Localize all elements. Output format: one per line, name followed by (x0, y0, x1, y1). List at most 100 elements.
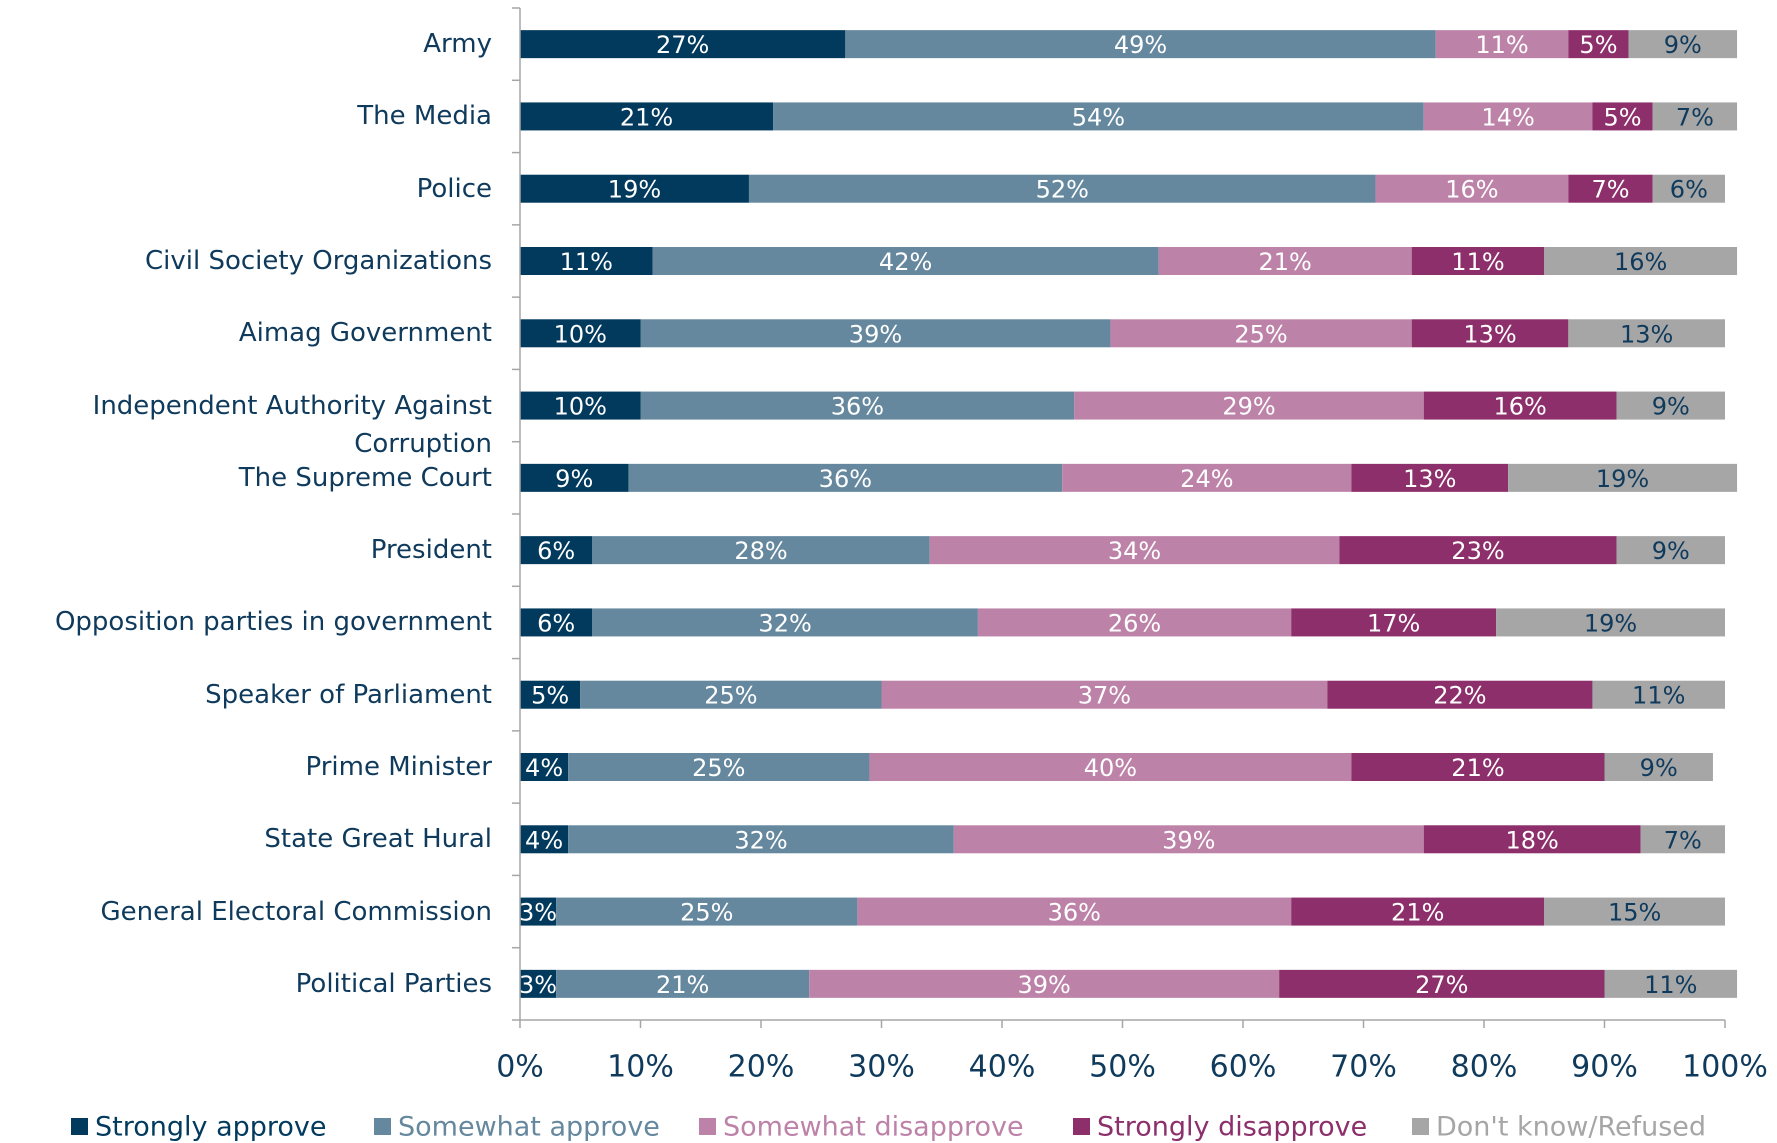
value-label: 36% (819, 465, 872, 493)
legend-label: Strongly disapprove (1097, 1112, 1367, 1143)
bar-segment (1568, 319, 1725, 348)
bar-segment (1279, 969, 1605, 998)
bar-segment (748, 174, 1376, 203)
bar-segment (520, 174, 749, 203)
value-label: 5% (531, 682, 569, 710)
bar-segment (857, 897, 1292, 926)
value-label: 19% (1584, 609, 1637, 637)
bar-segment (1158, 247, 1412, 275)
bar-segment (1616, 536, 1725, 565)
x-tick-label: 0% (496, 1050, 544, 1085)
value-label: 16% (1445, 176, 1498, 204)
value-label: 9% (1640, 754, 1678, 782)
bar-segment (520, 319, 641, 348)
value-label: 25% (1234, 320, 1287, 348)
bar-segment (592, 536, 930, 565)
value-label: 11% (1632, 682, 1685, 710)
value-label: 11% (1475, 31, 1528, 59)
value-label: 37% (1078, 682, 1131, 710)
bar-segment (628, 463, 1063, 492)
value-label: 7% (1676, 103, 1714, 131)
value-label: 36% (1048, 899, 1101, 927)
bar-segment (1291, 608, 1497, 637)
value-label: 6% (537, 537, 575, 565)
value-label: 52% (1036, 176, 1089, 204)
bar-segment (520, 969, 557, 998)
value-label: 42% (879, 248, 932, 276)
bar-segment (640, 319, 1111, 348)
bar-segment (1074, 391, 1424, 420)
bar-segment (1568, 174, 1653, 203)
bar-segment (1351, 753, 1605, 781)
value-label: 17% (1367, 609, 1420, 637)
x-tick-label: 100% (1682, 1050, 1768, 1085)
bar-segment (1604, 753, 1713, 781)
value-label: 18% (1506, 826, 1559, 854)
bar-segment (1544, 897, 1725, 926)
x-tick-label: 90% (1571, 1050, 1638, 1085)
value-label: 10% (554, 393, 607, 421)
category-label: The Supreme Court (238, 462, 492, 493)
value-label: 39% (849, 320, 902, 348)
bar-segment (1616, 391, 1725, 420)
value-label: 14% (1481, 103, 1534, 131)
value-label: 24% (1180, 465, 1233, 493)
bar-segment (929, 536, 1340, 565)
value-label: 25% (704, 682, 757, 710)
bar-segment (520, 825, 569, 854)
bar-segment (1327, 680, 1593, 709)
value-label: 26% (1108, 609, 1161, 637)
legend-label: Somewhat approve (398, 1112, 660, 1143)
value-label: 19% (608, 176, 661, 204)
value-label: 23% (1451, 537, 1504, 565)
bar-segment (1508, 463, 1738, 492)
value-label: 13% (1403, 465, 1456, 493)
bar-segment (977, 608, 1292, 637)
value-label: 39% (1162, 826, 1215, 854)
bar-segment (580, 680, 882, 709)
bar-segment (1628, 30, 1738, 59)
category-label: Prime Minister (305, 752, 492, 782)
x-tick-label: 80% (1451, 1050, 1518, 1085)
bar-segment (1435, 30, 1569, 59)
bar-segment (1375, 174, 1569, 203)
value-label: 28% (734, 537, 787, 565)
value-label: 21% (620, 103, 673, 131)
bar-segment (1496, 608, 1725, 637)
value-label: 21% (656, 971, 709, 999)
legend-label: Don't know/Refused (1436, 1112, 1706, 1143)
bar-segment (520, 102, 774, 131)
value-label: 4% (525, 826, 563, 854)
category-label: State Great Hural (264, 824, 492, 855)
value-label: 5% (1604, 103, 1642, 131)
value-label: 54% (1072, 103, 1125, 131)
bar-segment (1640, 825, 1725, 854)
bar-segment (520, 897, 557, 926)
bar-segment (568, 825, 954, 854)
value-label: 6% (537, 609, 575, 637)
bar-segment (1291, 897, 1545, 926)
value-label: 21% (1259, 248, 1312, 276)
category-label: Police (416, 173, 492, 204)
legend-label: Somewhat disapprove (723, 1112, 1024, 1143)
bar-segment (1411, 247, 1545, 275)
value-label: 25% (692, 754, 745, 782)
value-label: 3% (519, 899, 557, 927)
bar-segment (953, 825, 1424, 854)
value-label: 5% (1579, 31, 1617, 59)
bar-segment (1423, 391, 1617, 420)
bar-segment (1351, 463, 1509, 492)
bar-segment (520, 680, 581, 709)
category-label: Army (423, 29, 492, 60)
bar-segment (845, 30, 1436, 59)
value-label: 21% (1391, 899, 1444, 927)
bar-segment (1592, 680, 1725, 709)
category-label: Political Parties (295, 968, 492, 999)
x-tick-label: 10% (607, 1050, 674, 1085)
value-label: 36% (831, 393, 884, 421)
category-label: General Electoral Commission (100, 896, 492, 927)
value-label: 39% (1018, 971, 1071, 999)
value-label: 25% (680, 899, 733, 927)
x-tick-label: 70% (1330, 1050, 1397, 1085)
